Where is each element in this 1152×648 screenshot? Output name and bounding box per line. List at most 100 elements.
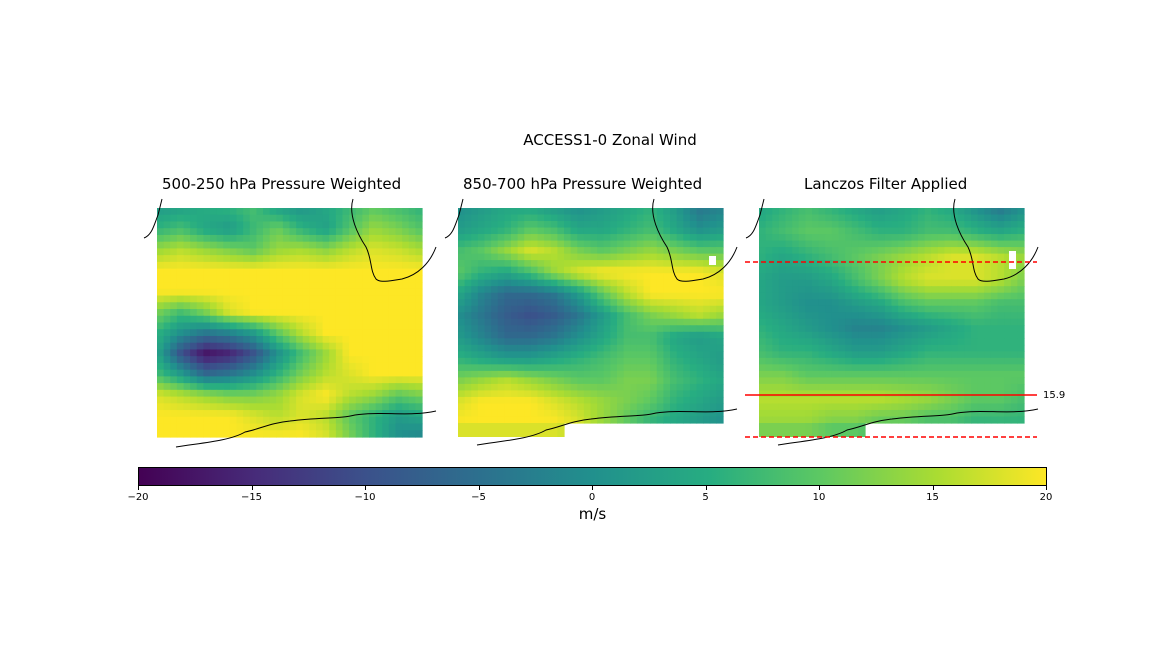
heatmap-cell bbox=[223, 356, 231, 364]
heatmap-cell bbox=[402, 423, 410, 431]
heatmap-cell bbox=[282, 288, 291, 297]
heatmap-cell bbox=[1004, 351, 1012, 359]
heatmap-cell bbox=[190, 356, 198, 364]
heatmap-cell bbox=[918, 409, 926, 418]
heatmap-cell bbox=[163, 342, 171, 351]
heatmap-cell bbox=[196, 342, 204, 351]
heatmap-cell bbox=[716, 208, 724, 216]
heatmap-cell bbox=[362, 376, 370, 384]
heatmap-cell bbox=[838, 338, 846, 346]
heatmap-cell bbox=[676, 240, 684, 248]
heatmap-cell bbox=[269, 389, 277, 398]
heatmap-cell bbox=[564, 253, 572, 261]
heatmap-cell bbox=[663, 286, 671, 294]
heatmap-cell bbox=[617, 227, 625, 235]
heatmap-cell bbox=[716, 227, 724, 235]
heatmap-cell bbox=[464, 247, 472, 255]
heatmap-cell bbox=[388, 221, 397, 229]
heatmap-cell bbox=[977, 305, 985, 313]
heatmap-cell bbox=[696, 351, 704, 359]
heatmap-cell bbox=[477, 383, 486, 392]
heatmap-cell bbox=[984, 344, 992, 352]
heatmap-cell bbox=[183, 309, 191, 317]
heatmap-cell bbox=[898, 364, 906, 372]
colorbar-tick-label: 15 bbox=[926, 492, 939, 503]
heatmap-cell bbox=[676, 396, 684, 405]
heatmap-cell bbox=[878, 318, 886, 326]
heatmap-cell bbox=[818, 423, 826, 437]
heatmap-cell bbox=[349, 430, 357, 438]
heatmap-cell bbox=[1017, 403, 1025, 411]
heatmap-cell bbox=[984, 286, 992, 294]
heatmap-cell bbox=[176, 403, 185, 411]
heatmap-cell bbox=[937, 299, 946, 307]
heatmap-cell bbox=[335, 430, 344, 438]
heatmap-cell bbox=[792, 208, 800, 216]
heatmap-cell bbox=[415, 221, 423, 229]
heatmap-cell bbox=[504, 338, 512, 346]
heatmap-cell bbox=[176, 221, 185, 229]
heatmap-cell bbox=[497, 227, 505, 235]
heatmap-cell bbox=[276, 282, 284, 290]
heatmap-cell bbox=[229, 322, 238, 330]
colorbar-label: m/s bbox=[578, 505, 607, 523]
heatmap-cell bbox=[812, 383, 820, 392]
heatmap-cell bbox=[517, 221, 525, 229]
heatmap-cell bbox=[603, 338, 611, 346]
heatmap-cell bbox=[183, 416, 191, 425]
heatmap-cell bbox=[415, 349, 423, 357]
heatmap-cell bbox=[676, 221, 684, 229]
heatmap-cell bbox=[415, 396, 423, 404]
heatmap-cell bbox=[256, 214, 264, 223]
heatmap-cell bbox=[524, 240, 532, 248]
heatmap-cell bbox=[1017, 273, 1025, 281]
heatmap-cell bbox=[316, 416, 324, 425]
heatmap-cell bbox=[683, 325, 691, 333]
heatmap-cell bbox=[911, 279, 919, 287]
heatmap-cell bbox=[362, 356, 370, 364]
heatmap-cell bbox=[683, 312, 691, 320]
heatmap-cell bbox=[544, 286, 552, 294]
heatmap-cell bbox=[765, 377, 773, 385]
heatmap-cell bbox=[937, 331, 946, 339]
heatmap-cell bbox=[537, 351, 545, 359]
heatmap-cell bbox=[785, 416, 793, 424]
heatmap-cell bbox=[583, 377, 592, 385]
heatmap-cell bbox=[537, 247, 545, 255]
heatmap-cell bbox=[477, 260, 486, 268]
heatmap-cell bbox=[884, 234, 893, 242]
heatmap-cell bbox=[703, 286, 711, 294]
heatmap-cell bbox=[703, 253, 711, 261]
heatmap-cell bbox=[408, 356, 416, 364]
heatmap-cell bbox=[984, 227, 992, 235]
heatmap-cell bbox=[477, 221, 486, 229]
heatmap-cell bbox=[157, 248, 165, 256]
heatmap-cell bbox=[971, 383, 979, 392]
heatmap-cell bbox=[931, 377, 939, 385]
heatmap-cell bbox=[977, 403, 985, 411]
heatmap-cell bbox=[302, 295, 310, 303]
heatmap-cell bbox=[977, 344, 985, 352]
heatmap-cell bbox=[329, 322, 337, 330]
heatmap-cell bbox=[570, 403, 578, 411]
heatmap-cell bbox=[302, 268, 310, 276]
heatmap-cell bbox=[643, 240, 651, 248]
heatmap-cell bbox=[458, 396, 466, 405]
heatmap-cell bbox=[355, 362, 363, 371]
heatmap-cell bbox=[524, 279, 532, 287]
heatmap-cell bbox=[176, 383, 185, 391]
heatmap-cell bbox=[1004, 221, 1012, 229]
heatmap-cell bbox=[845, 357, 853, 365]
heatmap-cell bbox=[785, 390, 793, 398]
heatmap-cell bbox=[656, 247, 664, 255]
heatmap-cell bbox=[223, 335, 231, 344]
heatmap-cell bbox=[369, 335, 377, 344]
heatmap-cell bbox=[564, 416, 572, 424]
heatmap-cell bbox=[831, 331, 840, 339]
heatmap-cell bbox=[497, 357, 505, 365]
heatmap-cell bbox=[550, 370, 558, 378]
heatmap-cell bbox=[610, 240, 618, 248]
heatmap-cell bbox=[597, 227, 605, 235]
heatmap-cell bbox=[564, 273, 572, 281]
heatmap-cell bbox=[497, 305, 505, 313]
